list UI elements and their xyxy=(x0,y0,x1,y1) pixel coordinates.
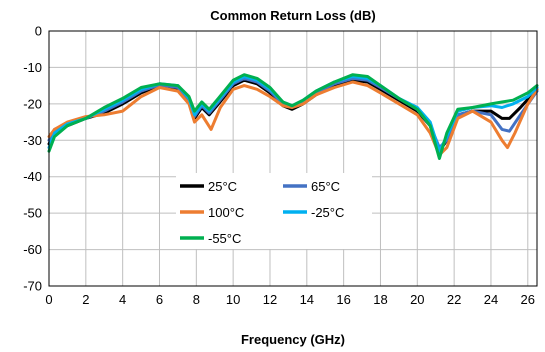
x-tick-labels: 0 2 4 6 8 10 12 14 16 18 20 22 24 26 xyxy=(45,292,535,307)
y-tick-labels: 0 -10 -20 -30 -40 -50 -60 -70 xyxy=(23,24,42,294)
y-tick-label: -30 xyxy=(23,133,42,148)
x-tick-label: 22 xyxy=(447,292,461,307)
series-line-2 xyxy=(47,80,539,157)
y-tick-label: -60 xyxy=(23,242,42,257)
x-axis-label: Frequency (GHz) xyxy=(241,332,345,347)
plot-frame xyxy=(48,30,538,287)
legend-label: 65°C xyxy=(311,179,340,194)
legend-label: -25°C xyxy=(311,205,344,220)
x-tick-label: 2 xyxy=(82,292,89,307)
chart-title: Common Return Loss (dB) xyxy=(210,8,375,23)
x-tick-label: 4 xyxy=(119,292,126,307)
x-tick-label: 8 xyxy=(193,292,200,307)
x-tick-label: 6 xyxy=(156,292,163,307)
legend: 25°C 65°C 100°C -25°C -55°C xyxy=(176,173,372,249)
y-tick-label: -50 xyxy=(23,206,42,221)
legend-label: -55°C xyxy=(208,231,241,246)
x-tick-label: 26 xyxy=(521,292,535,307)
x-tick-label: 24 xyxy=(484,292,498,307)
x-tick-label: 14 xyxy=(300,292,314,307)
x-tick-label: 16 xyxy=(336,292,350,307)
x-tick-label: 20 xyxy=(410,292,424,307)
x-tick-label: 10 xyxy=(226,292,240,307)
legend-label: 100°C xyxy=(208,205,244,220)
x-tick-label: 18 xyxy=(373,292,387,307)
x-tick-label: 12 xyxy=(263,292,277,307)
y-tick-label: -20 xyxy=(23,96,42,111)
y-tick-label: 0 xyxy=(35,24,42,39)
series-line-4 xyxy=(47,73,539,160)
legend-background xyxy=(176,173,372,249)
y-tick-label: -70 xyxy=(23,279,42,294)
x-tick-label: 0 xyxy=(45,292,52,307)
series-lines xyxy=(47,73,539,160)
y-tick-label: -40 xyxy=(23,169,42,184)
y-tick-label: -10 xyxy=(23,60,42,75)
legend-label: 25°C xyxy=(208,179,237,194)
